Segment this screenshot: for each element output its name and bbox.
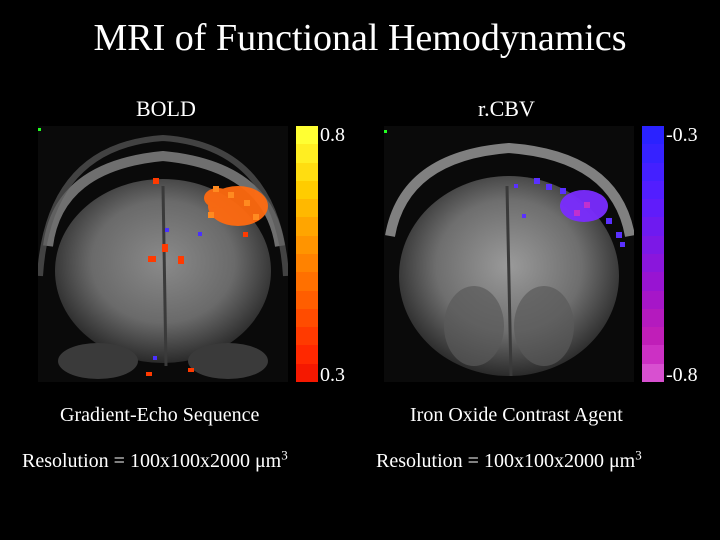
rcbv-colorbar-segment (642, 253, 664, 273)
rcbv-colorbar-segment (642, 363, 664, 382)
bold-colorbar-segment (296, 290, 318, 309)
bold-colorbar-segment (296, 327, 318, 346)
rcbv-colorbar-segment (642, 126, 664, 145)
rcbv-colorbar-segment (642, 290, 664, 309)
bold-resolution-caption: Resolution = 100x100x2000 μm3 (22, 447, 288, 472)
rcbv-colorbar-segment (642, 308, 664, 328)
bold-panel-label: BOLD (136, 96, 196, 121)
rcbv-sequence-caption: Iron Oxide Contrast Agent (410, 404, 623, 426)
bold-colorbar-segment (296, 162, 318, 181)
bold-colorbar-segment (296, 253, 318, 273)
rcbv-scale-min: -0.8 (666, 364, 698, 386)
bold-colorbar-segment (296, 345, 318, 364)
bold-colorbar (296, 126, 318, 382)
rcbv-colorbar-segment (642, 217, 664, 236)
bold-colorbar-segment (296, 308, 318, 328)
bold-sequence-caption: Gradient-Echo Sequence (60, 404, 260, 426)
bold-colorbar-segment (296, 199, 318, 218)
bold-colorbar-segment (296, 272, 318, 291)
bold-colorbar-segment (296, 235, 318, 254)
rcbv-colorbar-segment (642, 144, 664, 163)
bold-colorbar-segment (296, 363, 318, 382)
rcbv-colorbar-segment (642, 199, 664, 218)
rcbv-colorbar-segment (642, 327, 664, 346)
rcbv-colorbar-segment (642, 345, 664, 364)
rcbv-colorbar-segment (642, 235, 664, 254)
rcbv-resolution-caption: Resolution = 100x100x2000 μm3 (376, 447, 642, 472)
bold-colorbar-segment (296, 217, 318, 236)
bold-colorbar-segment (296, 180, 318, 200)
rcbv-colorbar (642, 126, 664, 382)
bold-colorbar-segment (296, 126, 318, 145)
bold-scale-max: 0.8 (320, 124, 345, 146)
bold-scale-min: 0.3 (320, 364, 345, 386)
rcbv-panel-label: r.CBV (478, 96, 535, 121)
bold-colorbar-segment (296, 144, 318, 163)
rcbv-colorbar-segment (642, 272, 664, 291)
rcbv-mri-image (384, 126, 634, 382)
bold-mri-image (38, 126, 288, 382)
rcbv-colorbar-segment (642, 180, 664, 200)
rcbv-scale-max: -0.3 (666, 124, 698, 146)
page-title: MRI of Functional Hemodynamics (93, 17, 627, 59)
rcbv-colorbar-segment (642, 162, 664, 181)
